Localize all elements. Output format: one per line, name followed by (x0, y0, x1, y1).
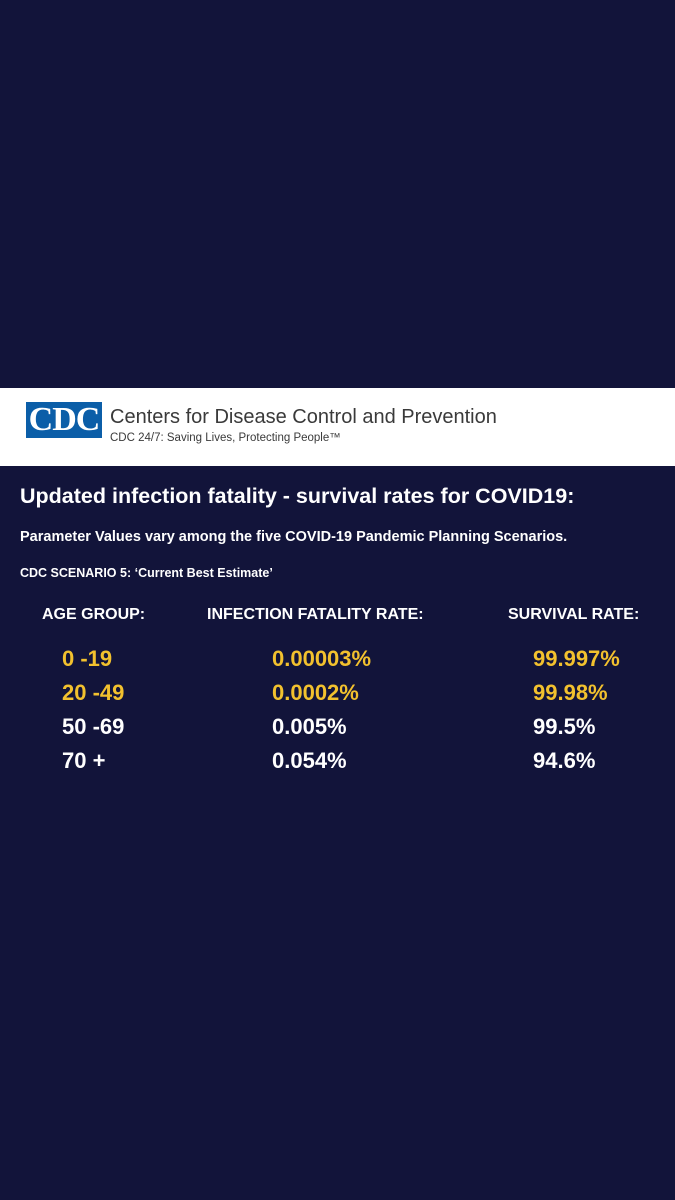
page-title: Updated infection fatality - survival ra… (20, 484, 575, 508)
row-3-ifr: 0.054% (272, 748, 347, 773)
row-2-survival: 99.5% (533, 714, 596, 739)
row-3-age: 70 + (62, 748, 106, 773)
row-2-age: 50 -69 (62, 714, 125, 739)
organization-name: Centers for Disease Control and Preventi… (110, 406, 497, 428)
row-1-ifr: 0.0002% (272, 680, 359, 705)
cdc-header-banner: CDC Centers for Disease Control and Prev… (0, 388, 675, 466)
subtitle: Parameter Values vary among the five COV… (20, 529, 568, 545)
cdc-logo: CDC (26, 402, 102, 438)
row-1-survival: 99.98% (533, 680, 608, 705)
row-0-survival: 99.997% (533, 646, 620, 671)
header-infection-fatality-rate: INFECTION FATALITY RATE: (207, 606, 424, 623)
scenario-label: CDC SCENARIO 5: ‘Current Best Estimate’ (20, 566, 273, 580)
row-0-age: 0 -19 (62, 646, 113, 671)
row-0-ifr: 0.00003% (272, 646, 372, 671)
organization-tagline: CDC 24/7: Saving Lives, Protecting Peopl… (110, 432, 341, 444)
header-age-group: AGE GROUP: (42, 606, 146, 623)
header-survival-rate: SURVIVAL RATE: (508, 606, 640, 623)
cdc-logo-text: CDC (28, 401, 101, 438)
row-2-ifr: 0.005% (272, 714, 347, 739)
row-1-age: 20 -49 (62, 680, 125, 705)
row-3-survival: 94.6% (533, 748, 596, 773)
